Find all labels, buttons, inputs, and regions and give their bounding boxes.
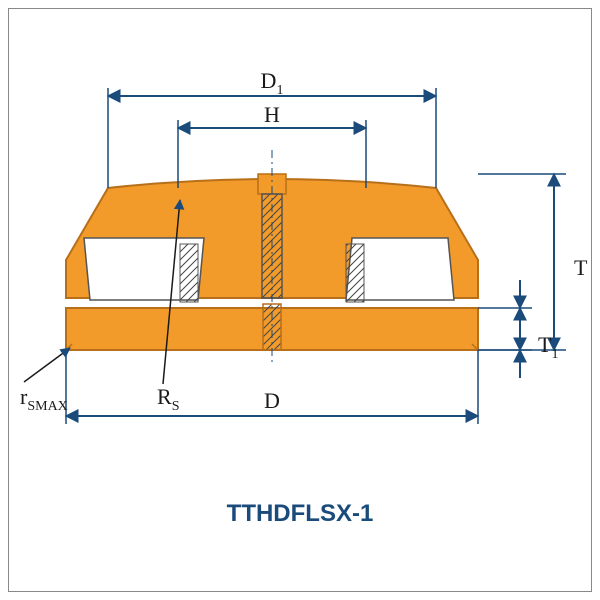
roller-cage-section (180, 244, 198, 302)
label-rsmax: rSMAX (20, 384, 68, 414)
label-Rs: RS (157, 384, 179, 414)
label-H: H (264, 102, 280, 127)
label-D1: D1 (261, 68, 284, 98)
roller-cage-section (346, 244, 364, 302)
label-T: T (574, 255, 588, 280)
diagram-title: TTHDFLSX-1 (0, 500, 600, 528)
leader-rsmax (24, 348, 70, 382)
shape-layer (66, 150, 478, 364)
label-T1: T1 (538, 332, 558, 362)
label-D: D (264, 388, 280, 413)
